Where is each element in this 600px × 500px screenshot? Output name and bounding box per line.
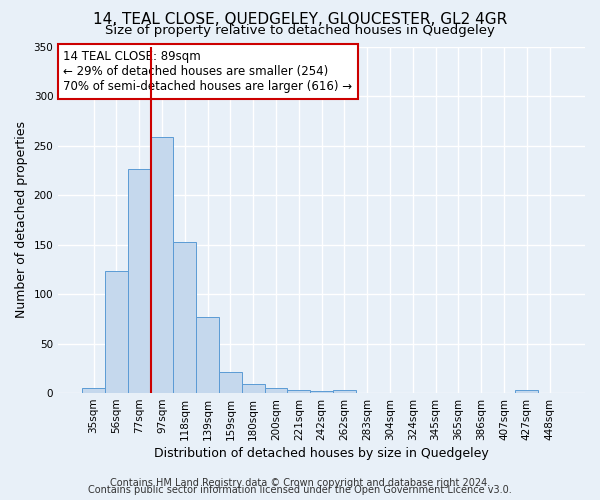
- Bar: [82, 388, 105, 393]
- Bar: [219, 372, 242, 393]
- Bar: [310, 391, 333, 393]
- Text: 14 TEAL CLOSE: 89sqm
← 29% of detached houses are smaller (254)
70% of semi-deta: 14 TEAL CLOSE: 89sqm ← 29% of detached h…: [64, 50, 353, 93]
- Bar: [333, 390, 356, 393]
- Text: Contains public sector information licensed under the Open Government Licence v3: Contains public sector information licen…: [88, 485, 512, 495]
- Bar: [242, 384, 265, 393]
- Bar: [128, 170, 151, 393]
- X-axis label: Distribution of detached houses by size in Quedgeley: Distribution of detached houses by size …: [154, 447, 489, 460]
- Text: Size of property relative to detached houses in Quedgeley: Size of property relative to detached ho…: [105, 24, 495, 37]
- Text: Contains HM Land Registry data © Crown copyright and database right 2024.: Contains HM Land Registry data © Crown c…: [110, 478, 490, 488]
- Bar: [173, 242, 196, 393]
- Bar: [515, 390, 538, 393]
- Bar: [196, 317, 219, 393]
- Text: 14, TEAL CLOSE, QUEDGELEY, GLOUCESTER, GL2 4GR: 14, TEAL CLOSE, QUEDGELEY, GLOUCESTER, G…: [93, 12, 507, 28]
- Bar: [105, 272, 128, 393]
- Bar: [151, 136, 173, 393]
- Bar: [287, 390, 310, 393]
- Bar: [265, 388, 287, 393]
- Y-axis label: Number of detached properties: Number of detached properties: [15, 122, 28, 318]
